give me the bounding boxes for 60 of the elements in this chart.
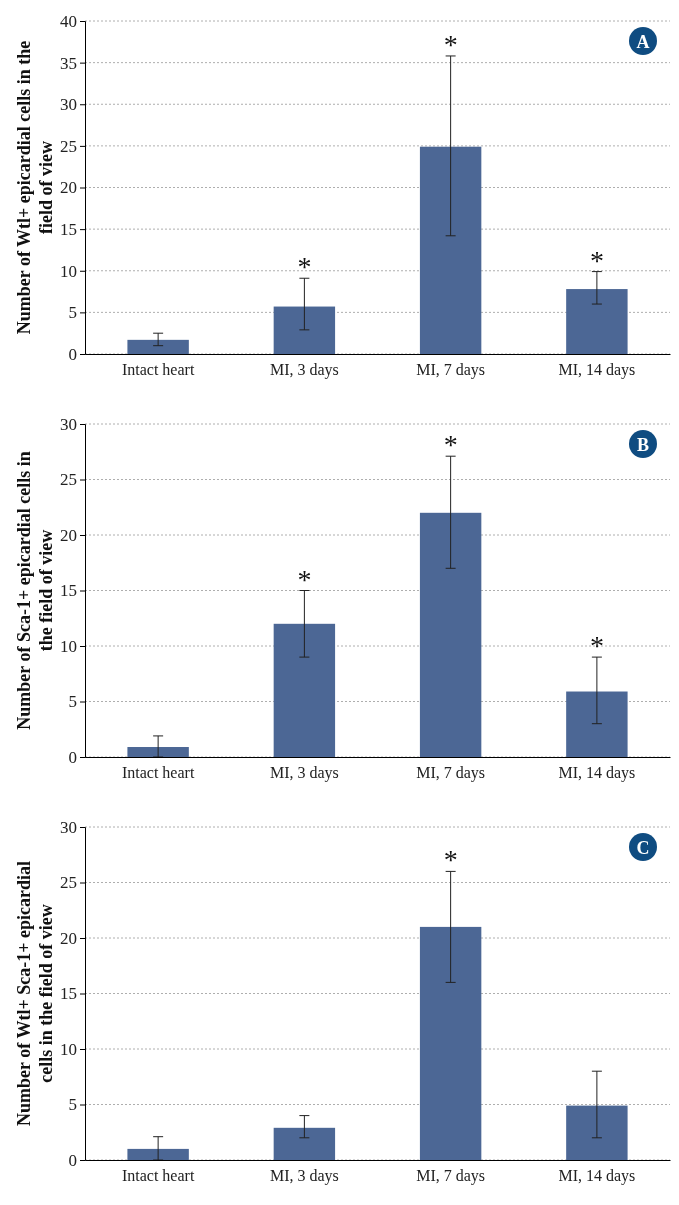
x-tick-label: MI, 3 days <box>269 361 339 380</box>
y-tick-label: 15 <box>60 220 77 240</box>
text: A <box>636 31 650 52</box>
y-axis-title: Number of Wtl+ Sca-1+ epicardial cells in the field of view <box>14 861 56 1126</box>
y-tick-label: 20 <box>60 525 77 545</box>
y-tick-label: 25 <box>60 470 77 490</box>
y-tick-label: 5 <box>68 1095 77 1115</box>
x-tick-label: MI, 14 days <box>558 1167 636 1186</box>
y-axis-title: Number of Sca-1+ epicardial cells in the field of view <box>14 451 56 730</box>
bar <box>127 1148 189 1160</box>
annotation: * <box>297 251 312 283</box>
y-tick-label: 10 <box>60 261 77 281</box>
y-tick-label: 0 <box>68 1150 77 1170</box>
y-tick-label: 25 <box>60 873 77 893</box>
y-tick-label: 30 <box>60 95 77 115</box>
x-tick-label: MI, 7 days <box>416 764 486 783</box>
annotation: * <box>589 630 604 662</box>
x-tick-label: MI, 3 days <box>269 764 339 783</box>
y-tick-label: 40 <box>60 11 77 31</box>
y-tick-label: 0 <box>68 344 77 364</box>
bar <box>566 691 628 757</box>
y-tick-label: 30 <box>60 817 77 837</box>
annotation: * <box>589 244 604 276</box>
x-tick-label: Intact heart <box>121 764 195 782</box>
x-tick-label: MI, 7 days <box>416 361 486 380</box>
y-tick-label: 15 <box>60 581 77 601</box>
y-axis-title: Number of Wtl+ epicardial cells in the field of view <box>14 40 56 335</box>
bar <box>419 926 482 1160</box>
y-tick-label: 10 <box>60 636 77 656</box>
x-tick-label: Intact heart <box>121 361 195 379</box>
bar <box>566 289 628 354</box>
annotation: * <box>297 563 312 595</box>
x-tick-label: MI, 14 days <box>558 361 636 380</box>
text: B <box>636 434 650 455</box>
y-tick-label: 10 <box>60 1039 77 1059</box>
x-tick-label: MI, 14 days <box>558 764 636 783</box>
bar <box>127 339 189 354</box>
annotation: * <box>443 844 458 876</box>
bar <box>419 146 482 354</box>
annotation: * <box>443 429 458 461</box>
y-tick-label: 15 <box>60 984 77 1004</box>
y-tick-label: 20 <box>60 928 77 948</box>
y-tick-label: 0 <box>68 747 77 767</box>
y-tick-label: 35 <box>60 53 77 73</box>
y-tick-label: 20 <box>60 178 77 198</box>
y-tick-label: 5 <box>68 303 77 323</box>
bar <box>419 512 482 757</box>
x-tick-label: Intact heart <box>121 1167 195 1185</box>
bar <box>566 1105 628 1160</box>
bar <box>273 1127 336 1160</box>
bar <box>273 306 336 354</box>
bar <box>273 623 336 757</box>
y-tick-label: 30 <box>60 414 77 434</box>
text: C <box>636 837 650 858</box>
y-tick-label: 25 <box>60 136 77 156</box>
y-tick-label: 5 <box>68 692 77 712</box>
x-tick-label: MI, 3 days <box>269 1167 339 1186</box>
x-tick-label: MI, 7 days <box>416 1167 486 1186</box>
bar <box>127 747 189 757</box>
annotation: * <box>443 28 458 60</box>
